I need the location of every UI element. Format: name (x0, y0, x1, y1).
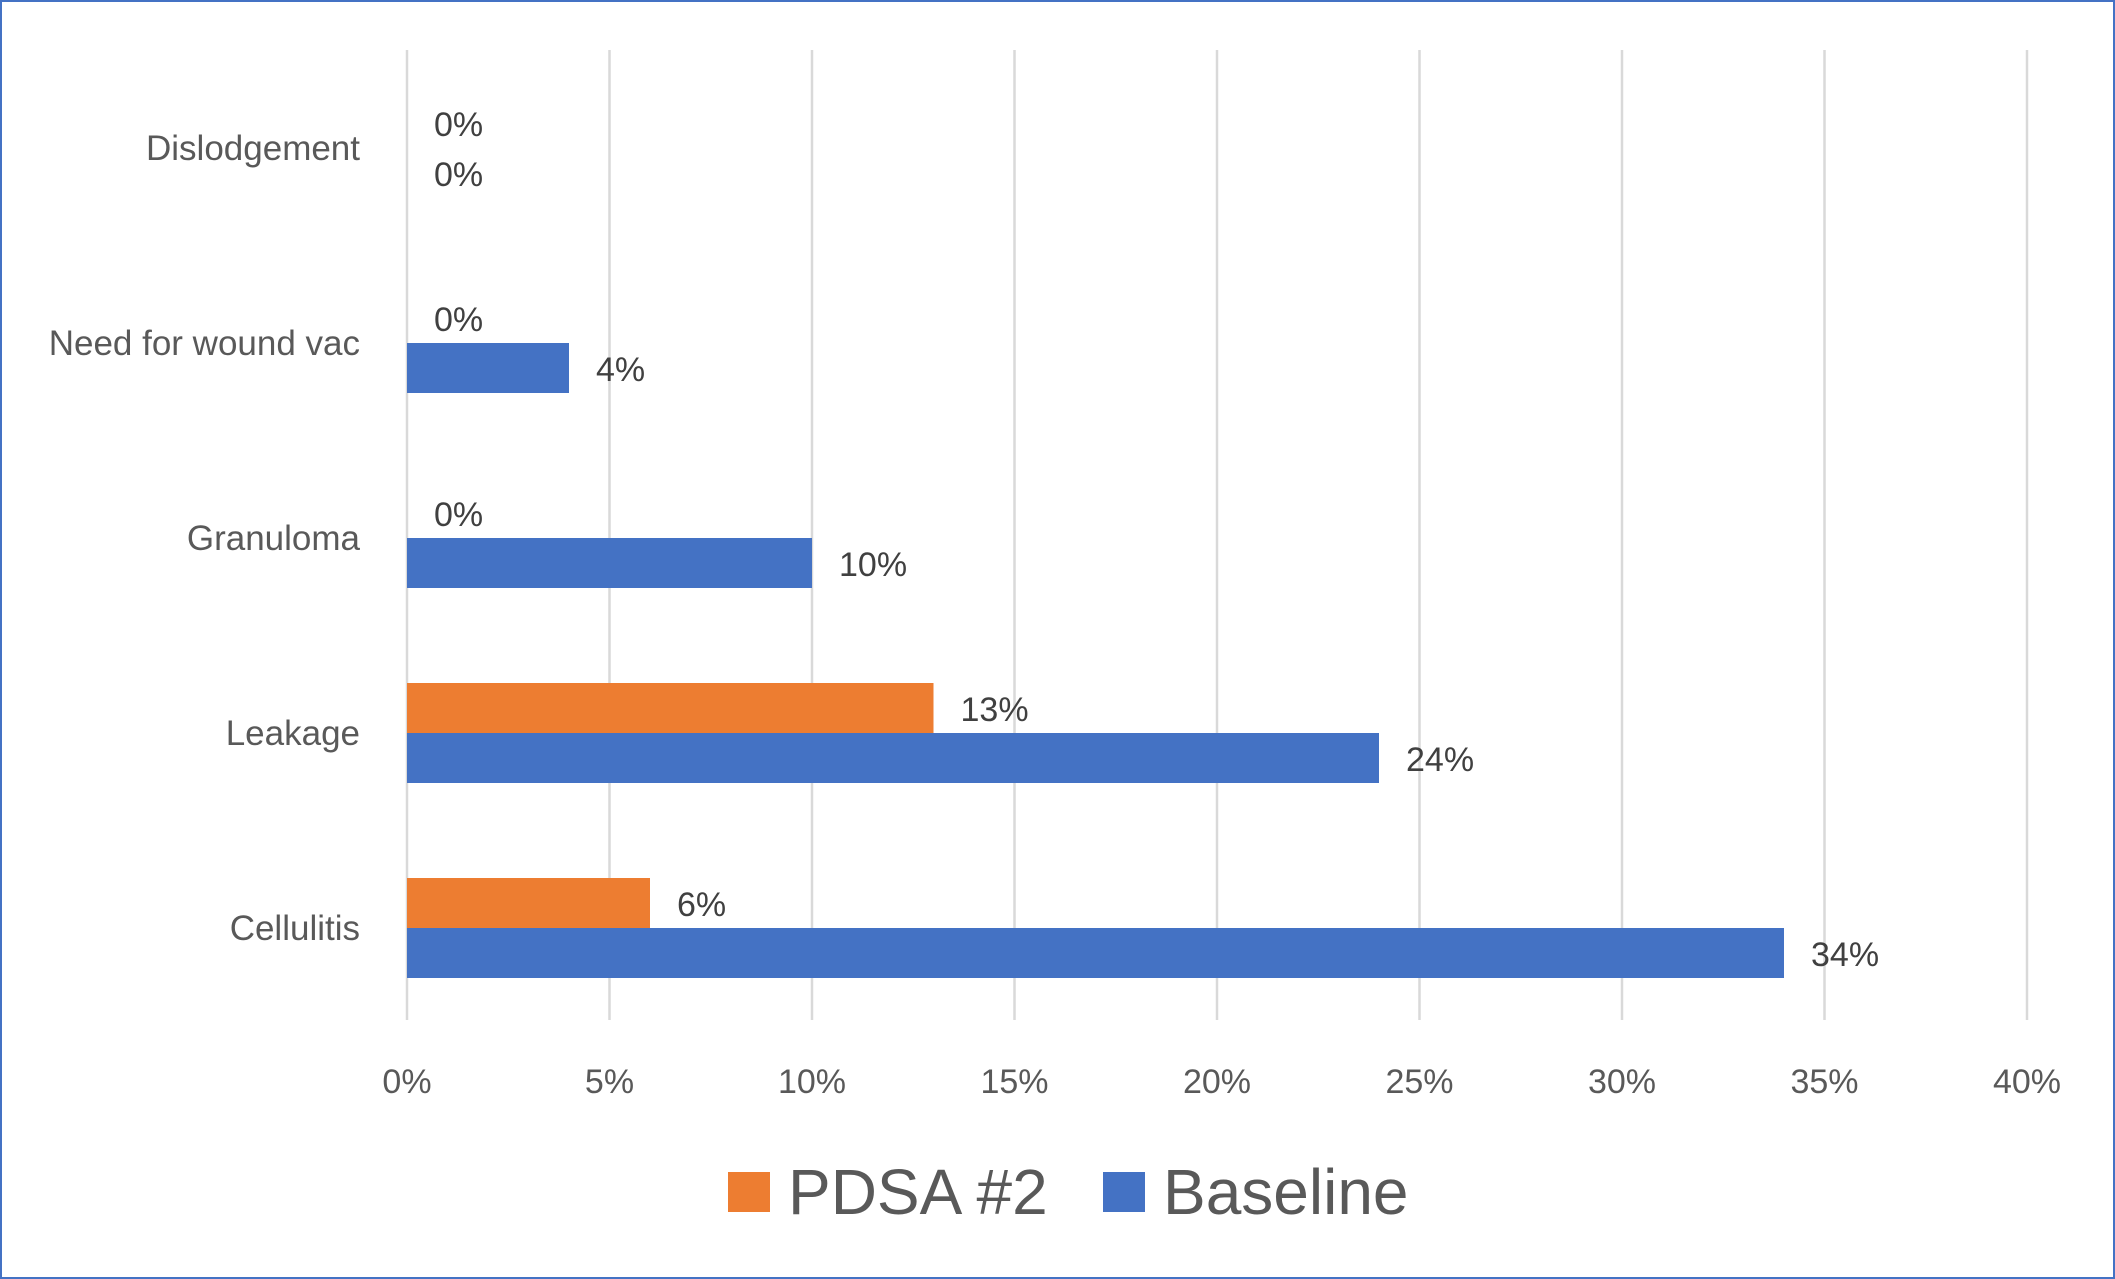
x-tick-label: 0% (382, 1063, 431, 1101)
data-label-baseline-granuloma: 10% (839, 546, 907, 584)
legend-label-pdsa2: PDSA #2 (788, 1156, 1048, 1228)
bar-baseline-leakage (407, 733, 1379, 783)
data-label-pdsa-2-granuloma: 0% (434, 496, 483, 534)
x-tick-label: 30% (1588, 1063, 1656, 1101)
data-label-pdsa-2-leakage: 13% (961, 691, 1029, 729)
data-label-pdsa-2-dislodgement: 0% (434, 106, 483, 144)
bars (407, 343, 1784, 978)
category-label-dislodgement: Dislodgement (146, 129, 360, 168)
legend: PDSA #2 Baseline (728, 1156, 1409, 1228)
data-label-pdsa-2-cellulitis: 6% (677, 886, 726, 924)
x-tick-label: 40% (1993, 1063, 2061, 1101)
category-label-leakage: Leakage (226, 714, 360, 753)
x-tick-label: 5% (585, 1063, 634, 1101)
bar-pdsa-2-cellulitis (407, 878, 650, 928)
data-label-baseline-leakage: 24% (1406, 741, 1474, 779)
x-tick-label: 35% (1790, 1063, 1858, 1101)
x-tick-label: 20% (1183, 1063, 1251, 1101)
x-tick-label: 10% (778, 1063, 846, 1101)
category-label-granuloma: Granuloma (187, 519, 361, 558)
x-tick-label: 15% (980, 1063, 1048, 1101)
legend-swatch-baseline (1103, 1172, 1145, 1212)
category-labels: Dislodgement Need for wound vac Granuloma L… (49, 129, 361, 948)
data-label-baseline-dislodgement: 0% (434, 156, 483, 194)
category-label-need-for-wound-vac: Need for wound vac (49, 324, 360, 363)
bar-pdsa-2-leakage (407, 683, 934, 733)
data-label-pdsa-2-need-for-wound-vac: 0% (434, 301, 483, 339)
legend-swatch-pdsa2 (728, 1172, 770, 1212)
bar-baseline-cellulitis (407, 928, 1784, 978)
x-tick-label: 25% (1385, 1063, 1453, 1101)
data-label-baseline-need-for-wound-vac: 4% (596, 351, 645, 389)
gridlines (405, 50, 2029, 1020)
bar-baseline-granuloma (407, 538, 812, 588)
legend-label-baseline: Baseline (1163, 1156, 1409, 1228)
data-label-baseline-cellulitis: 34% (1811, 936, 1879, 974)
data-labels: 0% 0% 0% 13% 6% 0% 4% 10% 24% 34% (434, 106, 1879, 974)
x-axis-tick-labels: 0% 5% 10% 15% 20% 25% 30% 35% 40% (382, 1063, 2061, 1101)
category-label-cellulitis: Cellulitis (230, 909, 360, 948)
bar-baseline-need-for-wound-vac (407, 343, 569, 393)
